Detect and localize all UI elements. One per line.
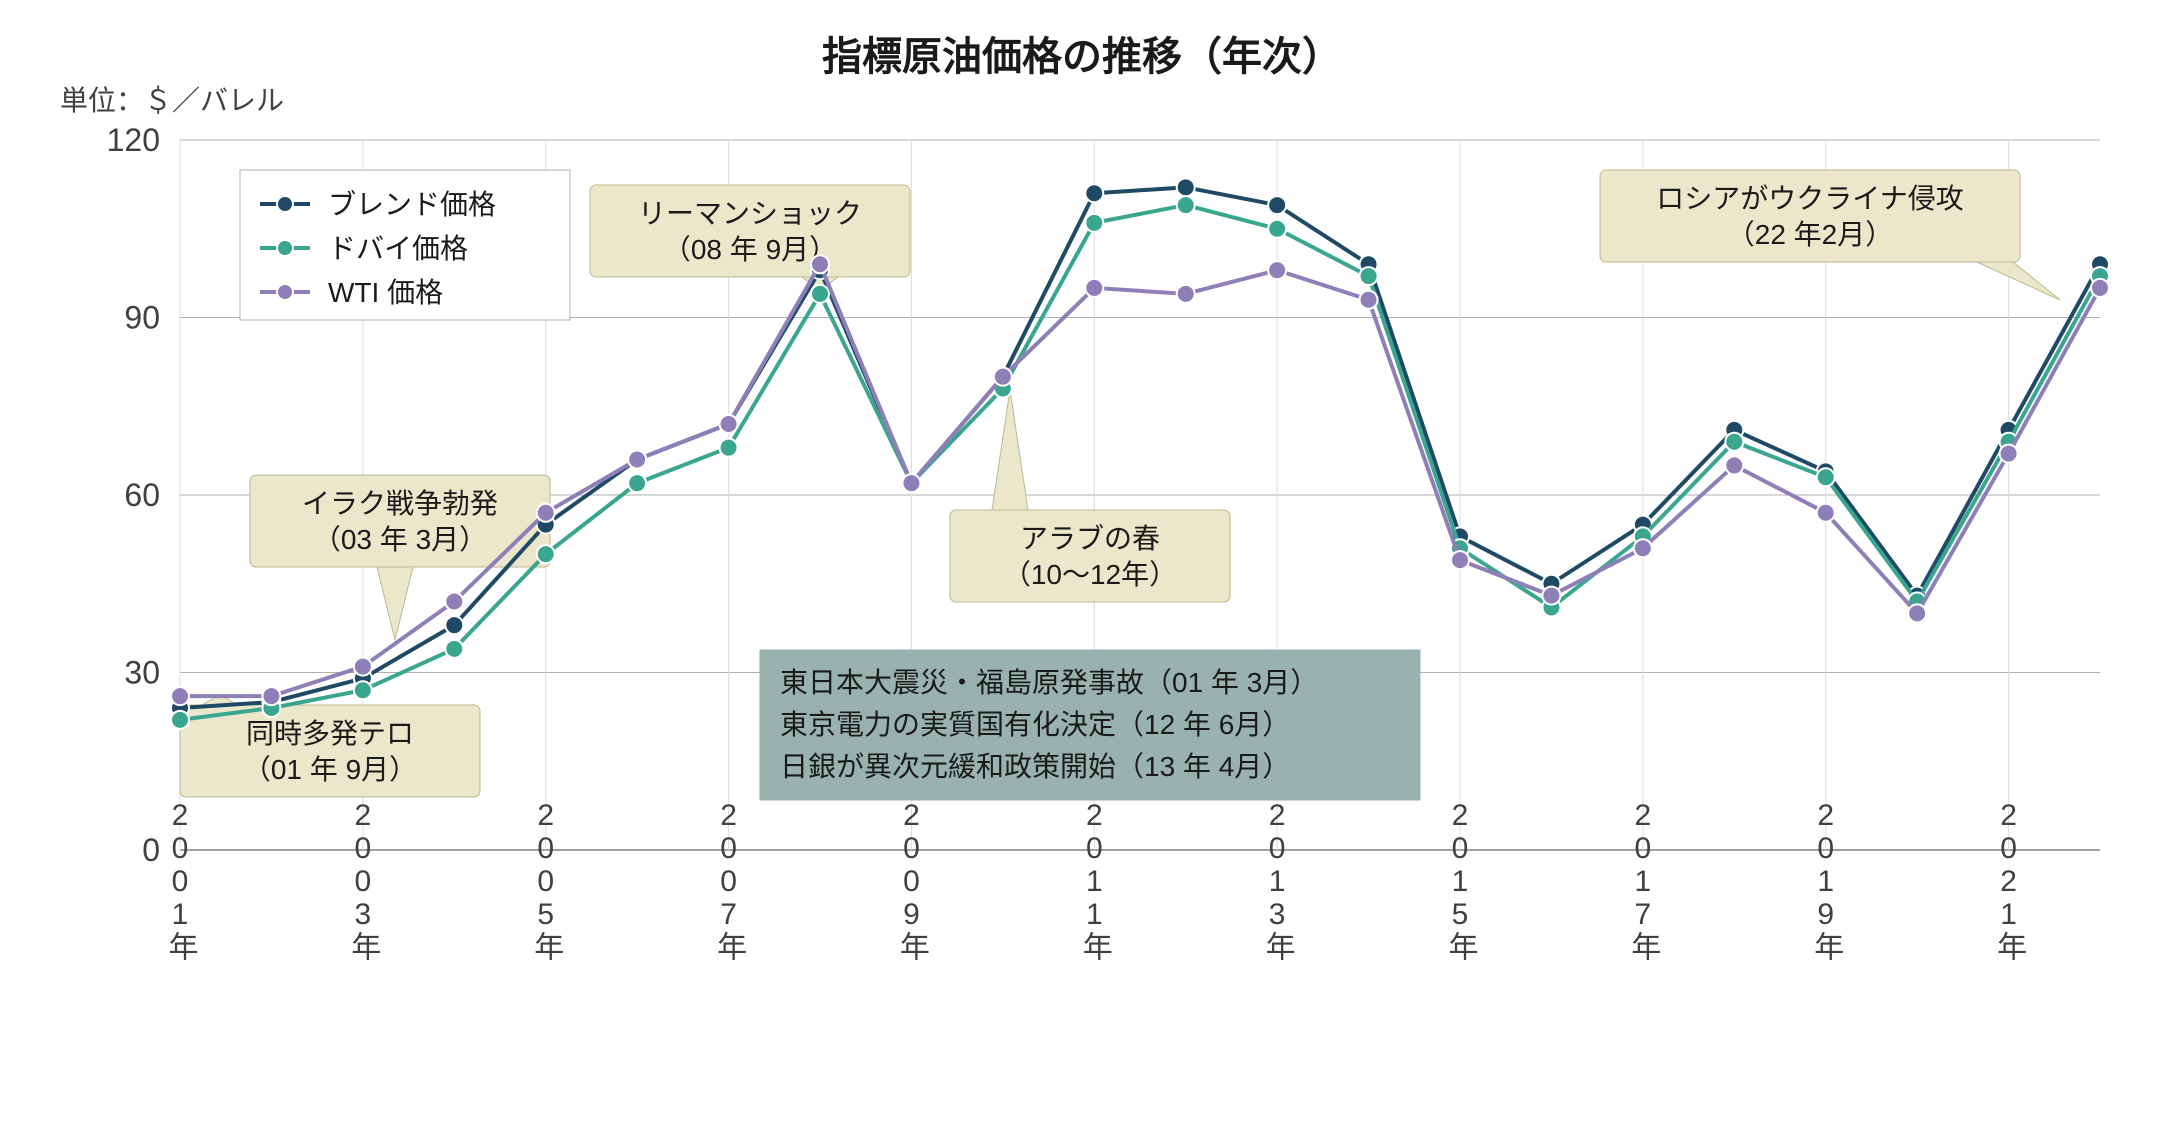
series-marker bbox=[1085, 279, 1103, 297]
series-marker bbox=[1085, 184, 1103, 202]
series-marker bbox=[720, 415, 738, 433]
ytick-label: 60 bbox=[124, 477, 160, 513]
series-marker bbox=[1177, 196, 1195, 214]
series-marker bbox=[1177, 285, 1195, 303]
series-marker bbox=[2000, 445, 2018, 463]
series-marker bbox=[1360, 267, 1378, 285]
legend-swatch-marker bbox=[277, 240, 293, 256]
oil-price-chart: 指標原油価格の推移（年次） 単位：＄／バレル 0 30 60 90 120 2001年 2003… bbox=[0, 0, 2164, 1136]
series-marker bbox=[1177, 178, 1195, 196]
series-marker bbox=[1817, 504, 1835, 522]
xtick-label: 2013年 bbox=[1261, 799, 1295, 961]
series-marker bbox=[1268, 261, 1286, 279]
xtick-label: 2019年 bbox=[1809, 799, 1843, 961]
series-marker bbox=[628, 474, 646, 492]
legend-label: ドバイ価格 bbox=[328, 233, 468, 264]
ytick-label: 30 bbox=[124, 655, 160, 691]
ytick-label: 0 bbox=[142, 832, 160, 868]
series-marker bbox=[354, 658, 372, 676]
series-marker bbox=[537, 545, 555, 563]
series-marker bbox=[994, 368, 1012, 386]
xtick-label: 2005年 bbox=[529, 799, 563, 961]
series-marker bbox=[2091, 279, 2109, 297]
xtick-label: 2021年 bbox=[1992, 799, 2026, 961]
series-marker bbox=[811, 255, 829, 273]
series-marker bbox=[171, 687, 189, 705]
series-marker bbox=[628, 451, 646, 469]
series-marker bbox=[720, 439, 738, 457]
series-marker bbox=[537, 504, 555, 522]
series-marker bbox=[1725, 433, 1743, 451]
series-marker bbox=[1725, 456, 1743, 474]
annotation-text: （03 年 3月） bbox=[313, 524, 487, 555]
series-marker bbox=[1360, 291, 1378, 309]
xtick-label: 2017年 bbox=[1626, 799, 1660, 961]
annotation-pointer bbox=[377, 567, 413, 640]
series-marker bbox=[262, 687, 280, 705]
series-marker bbox=[445, 640, 463, 658]
series-marker bbox=[1908, 604, 1926, 622]
series-marker bbox=[1634, 539, 1652, 557]
series-marker bbox=[171, 711, 189, 729]
legend-swatch-marker bbox=[277, 196, 293, 212]
series-marker bbox=[1542, 587, 1560, 605]
series-marker bbox=[902, 474, 920, 492]
series-marker bbox=[354, 681, 372, 699]
series-marker bbox=[445, 593, 463, 611]
legend-swatch-marker bbox=[277, 284, 293, 300]
chart-svg: 指標原油価格の推移（年次） 単位：＄／バレル 0 30 60 90 120 2001年 2003… bbox=[0, 0, 2164, 1136]
annotation-text: （22 年2月） bbox=[1727, 219, 1894, 250]
series-marker bbox=[1085, 214, 1103, 232]
annotation-text: （10～12年） bbox=[1003, 559, 1177, 590]
annotation-text: イラク戦争勃発 bbox=[302, 488, 498, 519]
annotation-pointer bbox=[1977, 262, 2060, 300]
annotation-text: （01 年 9月） bbox=[243, 754, 417, 785]
unit-label: 単位：＄／バレル bbox=[60, 85, 284, 116]
series-marker bbox=[811, 285, 829, 303]
annotation-text: アラブの春 bbox=[1020, 523, 1160, 554]
legend-label: ブレンド価格 bbox=[328, 189, 496, 220]
annotation-text: 同時多発テロ bbox=[246, 718, 414, 749]
annotation-text: 東京電力の実質国有化決定（12 年 6月） bbox=[780, 709, 1290, 740]
ytick-label: 120 bbox=[107, 122, 160, 158]
xtick-label: 2007年 bbox=[712, 799, 746, 961]
annotation-pointer bbox=[992, 390, 1028, 510]
series-marker bbox=[1268, 220, 1286, 238]
xtick-label: 2001年 bbox=[164, 799, 198, 961]
annotation-text: 日銀が異次元緩和政策開始（13 年 4月） bbox=[780, 751, 1290, 782]
annotation-text: ロシアがウクライナ侵攻 bbox=[1656, 183, 1963, 214]
series-marker bbox=[1268, 196, 1286, 214]
xtick-label: 2011年 bbox=[1078, 799, 1112, 961]
series-marker bbox=[445, 616, 463, 634]
annotation-text: 東日本大震災・福島原発事故（01 年 3月） bbox=[780, 667, 1318, 698]
series-marker bbox=[1451, 551, 1469, 569]
ytick-label: 90 bbox=[124, 300, 160, 336]
xtick-label: 2015年 bbox=[1444, 799, 1478, 961]
xtick-label: 2003年 bbox=[346, 799, 380, 961]
annotation-text: リーマンショック bbox=[638, 198, 862, 229]
xtick-label: 2009年 bbox=[895, 799, 929, 961]
series-marker bbox=[1817, 468, 1835, 486]
chart-title: 指標原油価格の推移（年次） bbox=[822, 35, 1342, 79]
legend-label: WTI 価格 bbox=[328, 277, 443, 308]
